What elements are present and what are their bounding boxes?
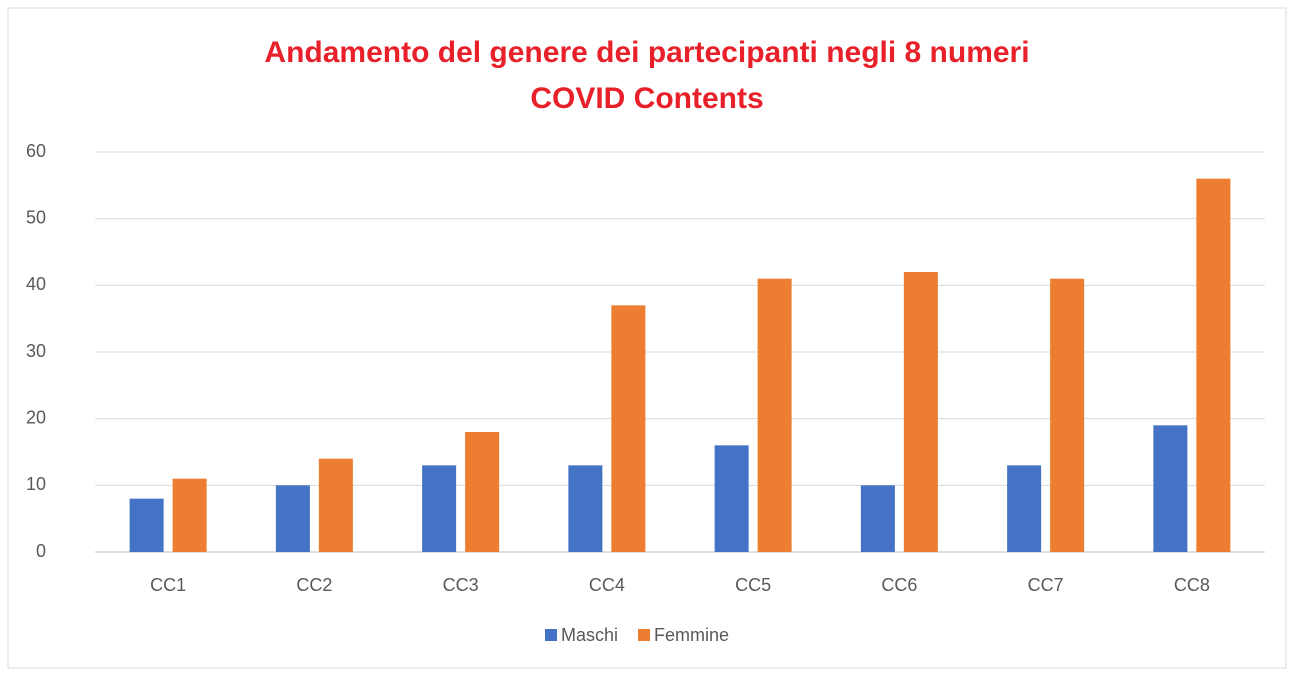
bar xyxy=(465,432,500,552)
chart-title: Andamento del genere dei partecipanti ne… xyxy=(264,36,1029,69)
y-tick-label: 0 xyxy=(36,541,46,561)
bar xyxy=(1007,465,1042,552)
bar xyxy=(714,445,749,552)
bar xyxy=(757,278,792,552)
y-tick-label: 30 xyxy=(26,341,46,361)
x-tick-label: CC6 xyxy=(881,575,917,595)
y-tick-label: 10 xyxy=(26,474,46,494)
chart-title: COVID Contents xyxy=(530,82,763,115)
bar xyxy=(903,272,938,552)
x-tick-label: CC7 xyxy=(1028,575,1064,595)
bar xyxy=(1153,425,1188,552)
bar xyxy=(422,465,457,552)
x-tick-label: CC5 xyxy=(735,575,771,595)
bar xyxy=(568,465,603,552)
x-tick-label: CC1 xyxy=(150,575,186,595)
y-tick-label: 60 xyxy=(26,141,46,161)
bar xyxy=(318,458,353,552)
bar xyxy=(275,485,310,552)
bar xyxy=(1050,278,1085,552)
y-tick-label: 50 xyxy=(26,207,46,227)
legend-swatch xyxy=(545,629,557,641)
bar xyxy=(172,478,207,552)
bar xyxy=(129,498,164,552)
y-tick-label: 40 xyxy=(26,274,46,294)
x-tick-label: CC8 xyxy=(1174,575,1210,595)
x-tick-label: CC3 xyxy=(443,575,479,595)
x-tick-label: CC2 xyxy=(296,575,332,595)
bar xyxy=(860,485,895,552)
legend-label: Femmine xyxy=(654,625,729,645)
legend-swatch xyxy=(638,629,651,641)
legend-label: Maschi xyxy=(561,625,618,645)
y-tick-label: 20 xyxy=(26,407,46,427)
bar xyxy=(1196,178,1231,552)
bar xyxy=(611,305,646,552)
x-tick-label: CC4 xyxy=(589,575,625,595)
